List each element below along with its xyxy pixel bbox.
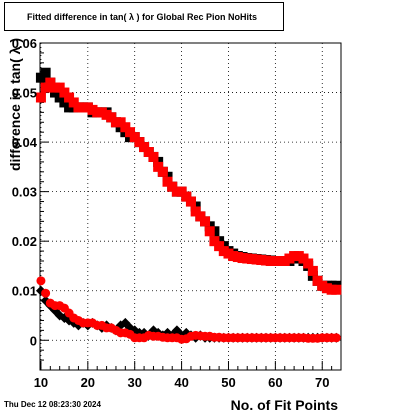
data-marks: [35, 67, 342, 344]
chart-title: Fitted difference in tan( λ ) for Global…: [4, 2, 284, 31]
data-point-square: [307, 265, 318, 276]
timestamp: Thu Dec 12 08:23:30 2024: [4, 400, 101, 409]
data-point-circle: [331, 333, 341, 343]
x-tick-label: 10: [34, 375, 48, 390]
data-point-square: [40, 67, 51, 78]
y-tick-label: 0.04: [12, 135, 38, 150]
y-tick-label: 0.02: [12, 234, 37, 249]
data-point-square: [303, 258, 314, 269]
data-point-square: [200, 216, 211, 227]
y-tick-label: 0: [30, 333, 37, 348]
x-tick-label: 50: [221, 375, 235, 390]
x-tick-label: 40: [174, 375, 188, 390]
y-axis-title: difference in tan( λ ): [7, 38, 23, 171]
y-tick-label: 0.01: [12, 284, 37, 299]
grid: [40, 42, 341, 370]
tick-labels: 10 20 30 40 50 60 70 0 0.01 0.02 0.03 0.04 0.05 0.06: [12, 36, 330, 390]
x-tick-label: 30: [127, 375, 141, 390]
y-tick-label: 0.06: [12, 36, 37, 51]
data-point-square: [157, 166, 168, 177]
data-point-circle: [36, 276, 46, 286]
data-point-square: [185, 196, 196, 207]
data-point-square: [35, 92, 46, 103]
data-point-square: [331, 284, 342, 295]
y-tick-label: 0.03: [12, 185, 37, 200]
data-point-square: [204, 226, 215, 237]
x-axis-title: No. of Fit Points: [231, 397, 339, 413]
data-point-circle: [41, 288, 51, 298]
x-tick-label: 70: [315, 375, 329, 390]
x-tick-label: 20: [81, 375, 95, 390]
data-point-square: [148, 151, 159, 162]
x-tick-label: 60: [268, 375, 282, 390]
y-tick-label: 0.05: [12, 86, 37, 101]
